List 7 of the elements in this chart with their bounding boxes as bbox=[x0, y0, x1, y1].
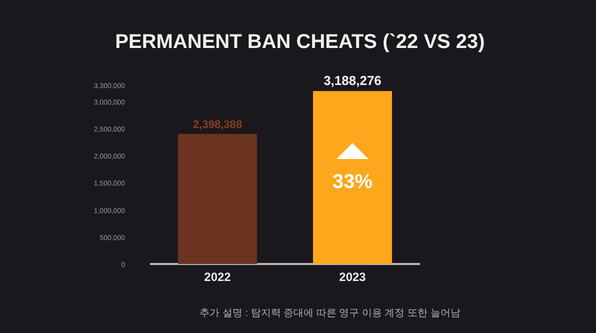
data-label: 2,398,388 bbox=[193, 118, 242, 131]
data-label: 3,188,276 bbox=[324, 73, 382, 88]
x-tick-label: 2023 bbox=[339, 270, 366, 284]
annotation: 33% bbox=[332, 171, 373, 193]
text: 추가 설명 : 탐지력 증대에 따른 영구 이용 계정 또한 늘어남 bbox=[200, 308, 460, 319]
chart-title: PERMANENT BAN CHEATS (`22 VS 23) bbox=[115, 31, 485, 53]
x-tick-label: 2022 bbox=[204, 270, 232, 284]
